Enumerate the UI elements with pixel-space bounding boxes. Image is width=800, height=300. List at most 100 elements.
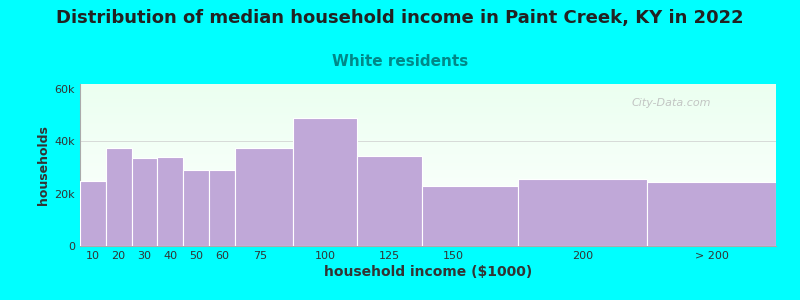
Bar	[80, 168, 776, 169]
Bar	[80, 160, 776, 161]
Bar	[80, 142, 776, 143]
Bar	[80, 227, 776, 228]
Bar	[80, 87, 776, 88]
Bar	[80, 136, 776, 137]
Bar	[80, 217, 776, 218]
Bar	[80, 214, 776, 215]
Bar	[80, 230, 776, 231]
Bar	[80, 172, 776, 173]
Bar	[80, 156, 776, 157]
Bar	[80, 218, 776, 219]
Bar	[80, 187, 776, 188]
Bar	[80, 120, 776, 121]
Bar	[80, 137, 776, 138]
Bar	[80, 194, 776, 195]
Bar	[158, 157, 183, 246]
Bar	[80, 197, 776, 198]
Bar	[80, 88, 776, 89]
Bar	[209, 170, 234, 246]
Bar	[80, 161, 776, 162]
Bar	[80, 121, 776, 122]
Bar	[80, 231, 776, 232]
Bar	[647, 182, 776, 246]
Bar	[80, 129, 776, 130]
Bar	[80, 177, 776, 178]
Bar	[80, 139, 776, 140]
Bar	[80, 165, 776, 166]
Bar	[80, 180, 776, 181]
Bar	[80, 236, 776, 237]
Bar	[80, 109, 776, 110]
Bar	[80, 89, 776, 90]
Bar	[80, 110, 776, 111]
Bar	[80, 234, 776, 235]
Bar	[80, 106, 776, 107]
Bar	[80, 235, 776, 236]
Bar	[80, 208, 776, 209]
Bar	[80, 158, 776, 159]
Bar	[80, 108, 776, 109]
Bar	[80, 117, 776, 118]
Bar	[80, 90, 776, 91]
Bar	[80, 212, 776, 213]
Bar	[80, 232, 776, 233]
Bar	[80, 196, 776, 197]
Bar	[80, 152, 776, 153]
Bar	[518, 179, 647, 246]
Bar	[80, 203, 776, 204]
Bar	[80, 103, 776, 104]
Bar	[183, 170, 209, 246]
Bar	[80, 188, 776, 189]
Bar	[80, 154, 776, 155]
Bar	[80, 153, 776, 154]
Bar	[80, 199, 776, 200]
Bar	[80, 95, 776, 96]
Bar	[80, 209, 776, 210]
Bar	[80, 123, 776, 124]
Bar	[80, 195, 776, 196]
Bar	[80, 238, 776, 239]
Bar	[80, 133, 776, 134]
Bar	[80, 163, 776, 164]
Bar	[80, 104, 776, 105]
Bar	[80, 134, 776, 135]
Bar	[80, 113, 776, 114]
Bar	[80, 215, 776, 216]
Bar	[80, 86, 776, 87]
Bar	[80, 118, 776, 119]
Bar	[80, 135, 776, 136]
Bar	[80, 147, 776, 148]
Bar	[80, 112, 776, 113]
Bar	[80, 119, 776, 120]
Bar	[80, 192, 776, 193]
Bar	[80, 202, 776, 203]
Bar	[80, 93, 776, 94]
Text: White residents: White residents	[332, 54, 468, 69]
Bar	[80, 122, 776, 123]
Bar	[80, 220, 776, 221]
Bar	[80, 237, 776, 238]
Bar	[80, 145, 776, 146]
Bar	[80, 107, 776, 108]
Bar	[80, 240, 776, 241]
Bar	[293, 118, 357, 246]
Bar	[80, 186, 776, 187]
Bar	[80, 221, 776, 222]
Bar	[80, 173, 776, 174]
Bar	[80, 243, 776, 244]
Bar	[80, 225, 776, 226]
Bar	[234, 148, 293, 246]
Bar	[80, 138, 776, 139]
Bar	[80, 181, 776, 182]
Bar	[80, 176, 776, 177]
Bar	[80, 91, 776, 92]
Bar	[80, 182, 776, 183]
Bar	[80, 102, 776, 103]
X-axis label: household income ($1000): household income ($1000)	[324, 265, 532, 279]
Bar	[80, 190, 776, 191]
Bar	[80, 233, 776, 234]
Bar	[80, 124, 776, 125]
Bar	[80, 229, 776, 230]
Bar	[80, 174, 776, 175]
Bar	[80, 100, 776, 101]
